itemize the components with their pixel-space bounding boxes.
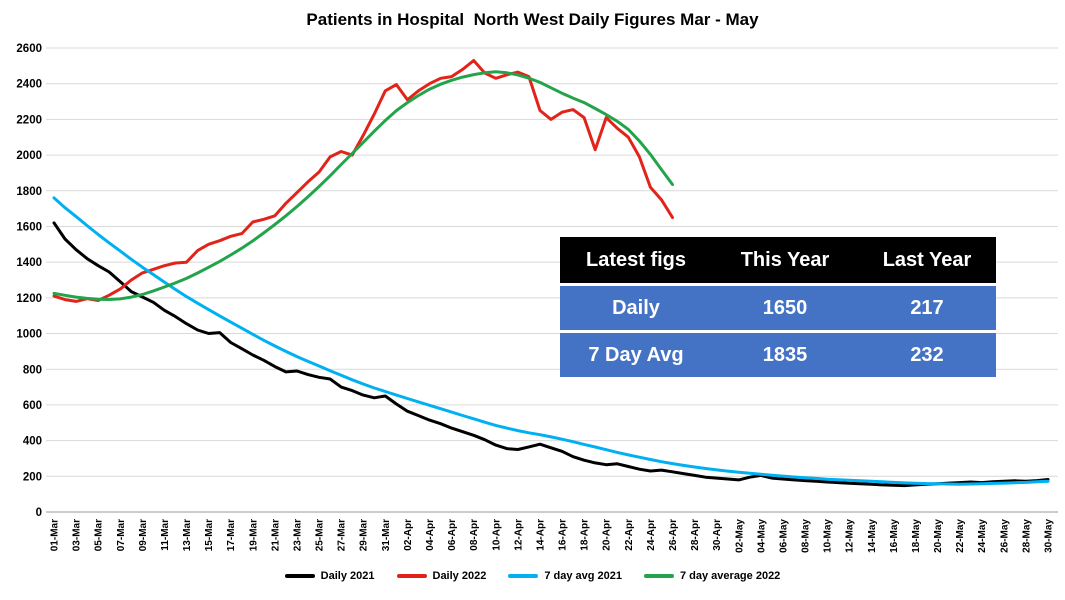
daily-2021-line-swatch <box>284 574 315 578</box>
7-day-average-2022-line-swatch <box>644 574 674 578</box>
svg-text:13-Mar: 13-Mar <box>182 519 193 551</box>
svg-text:20-May: 20-May <box>933 519 944 553</box>
legend-item-7-day-avg-2021: 7 day avg 2021 <box>508 570 622 582</box>
svg-text:23-Mar: 23-Mar <box>292 519 303 551</box>
svg-text:16-Apr: 16-Apr <box>558 519 569 551</box>
svg-text:1000: 1000 <box>16 329 42 341</box>
svg-text:2400: 2400 <box>16 79 42 91</box>
latest-figures-table: Latest figs This Year Last Year Daily 16… <box>560 237 996 377</box>
svg-text:21-Mar: 21-Mar <box>270 519 281 551</box>
svg-text:09-Mar: 09-Mar <box>138 519 149 551</box>
svg-text:1200: 1200 <box>16 293 42 305</box>
table-cell-avg-last-year: 232 <box>910 343 944 366</box>
table-row-daily: Daily 1650 217 <box>560 286 996 330</box>
table-header-last-year: Last Year <box>882 248 972 271</box>
svg-text:19-Mar: 19-Mar <box>248 519 259 551</box>
svg-text:18-Apr: 18-Apr <box>580 519 591 551</box>
svg-text:11-Mar: 11-Mar <box>160 519 171 551</box>
svg-text:05-Mar: 05-Mar <box>94 519 105 551</box>
svg-text:22-Apr: 22-Apr <box>624 519 635 551</box>
svg-text:200: 200 <box>23 471 42 483</box>
table-cell-avg-label: 7 Day Avg <box>588 343 684 366</box>
table-cell-daily-this-year: 1650 <box>762 296 808 319</box>
svg-text:01-Mar: 01-Mar <box>50 519 61 551</box>
svg-text:0: 0 <box>36 507 42 519</box>
svg-text:08-May: 08-May <box>801 519 812 553</box>
svg-text:25-Mar: 25-Mar <box>315 519 326 551</box>
svg-text:1800: 1800 <box>16 186 42 198</box>
legend-label: 7 day average 2022 <box>680 570 781 582</box>
svg-text:2200: 2200 <box>16 114 42 126</box>
svg-text:02-Apr: 02-Apr <box>403 519 414 551</box>
svg-text:26-May: 26-May <box>999 519 1010 553</box>
svg-text:14-May: 14-May <box>867 519 878 553</box>
legend-label: Daily 2021 <box>320 570 375 582</box>
table-row-7-day-avg: 7 Day Avg 1835 232 <box>560 333 996 377</box>
svg-text:12-Apr: 12-Apr <box>513 519 524 551</box>
svg-text:17-Mar: 17-Mar <box>226 519 237 551</box>
chart-title: Patients in Hospital North West Daily Fi… <box>306 10 759 29</box>
svg-text:2000: 2000 <box>16 150 42 162</box>
svg-text:12-May: 12-May <box>845 519 856 553</box>
svg-text:10-May: 10-May <box>823 519 834 553</box>
svg-text:26-Apr: 26-Apr <box>668 519 679 551</box>
svg-text:27-Mar: 27-Mar <box>337 519 348 551</box>
legend-item-7-day-average-2022: 7 day average 2022 <box>644 570 780 582</box>
chart-legend: Daily 2021 Daily 2022 7 day avg 2021 7 d… <box>0 570 1065 582</box>
legend-item-daily-2022: Daily 2022 <box>396 570 487 582</box>
svg-text:20-Apr: 20-Apr <box>602 519 613 551</box>
svg-text:24-Apr: 24-Apr <box>646 519 657 551</box>
7-day-avg-2021-line-swatch <box>508 574 539 578</box>
svg-text:03-Mar: 03-Mar <box>72 519 83 551</box>
svg-text:04-Apr: 04-Apr <box>425 519 436 551</box>
svg-text:10-Apr: 10-Apr <box>491 519 502 551</box>
svg-text:1600: 1600 <box>16 221 42 233</box>
daily-2022-line-swatch <box>396 574 427 578</box>
svg-text:02-May: 02-May <box>734 519 745 553</box>
table-header-latest-figs: Latest figs <box>585 248 687 271</box>
table-cell-daily-last-year: 217 <box>910 296 944 319</box>
svg-text:31-Mar: 31-Mar <box>381 519 392 551</box>
svg-text:15-Mar: 15-Mar <box>204 519 215 551</box>
svg-text:1400: 1400 <box>16 257 42 269</box>
table-cell-avg-this-year: 1835 <box>762 343 808 366</box>
svg-text:22-May: 22-May <box>955 519 966 553</box>
svg-text:28-May: 28-May <box>1021 519 1032 553</box>
svg-text:600: 600 <box>23 400 42 412</box>
legend-item-daily-2021: Daily 2021 <box>284 570 375 582</box>
svg-text:800: 800 <box>23 364 42 376</box>
svg-text:06-May: 06-May <box>778 519 789 553</box>
table-header-this-year: This Year <box>740 248 830 271</box>
svg-text:08-Apr: 08-Apr <box>469 519 480 551</box>
svg-text:30-Apr: 30-Apr <box>712 519 723 551</box>
svg-text:400: 400 <box>23 436 42 448</box>
svg-text:07-Mar: 07-Mar <box>116 519 127 551</box>
svg-text:06-Apr: 06-Apr <box>447 519 458 551</box>
table-cell-daily-label: Daily <box>612 296 660 319</box>
legend-label: Daily 2022 <box>432 570 487 582</box>
svg-text:29-Mar: 29-Mar <box>359 519 370 551</box>
svg-text:18-May: 18-May <box>911 519 922 553</box>
svg-text:24-May: 24-May <box>977 519 988 553</box>
legend-label: 7 day avg 2021 <box>544 570 622 582</box>
svg-text:14-Apr: 14-Apr <box>535 519 546 551</box>
svg-text:16-May: 16-May <box>889 519 900 553</box>
svg-text:2600: 2600 <box>16 43 42 55</box>
svg-text:28-Apr: 28-Apr <box>690 519 701 551</box>
table-header-row: Latest figs This Year Last Year <box>560 237 996 283</box>
svg-text:30-May: 30-May <box>1044 519 1055 553</box>
svg-text:04-May: 04-May <box>756 519 767 553</box>
